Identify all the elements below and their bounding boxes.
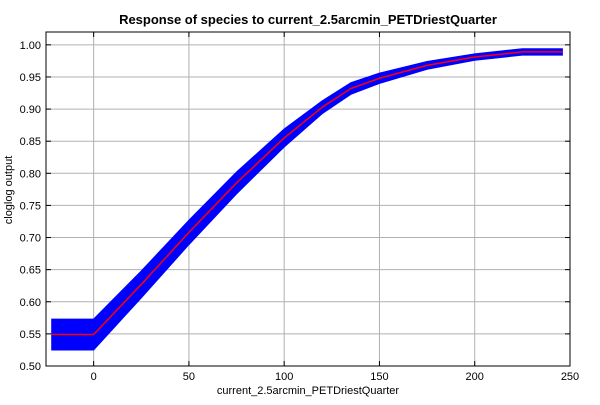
y-tick-label: 0.95	[20, 72, 41, 84]
y-tick-label: 1.00	[20, 40, 41, 52]
chart-title: Response of species to current_2.5arcmin…	[119, 12, 497, 27]
y-tick-label: 0.55	[20, 329, 41, 341]
mean-response-line	[51, 51, 563, 336]
x-ticks: 0 50 100 150 200 250	[91, 32, 579, 383]
line-layer	[51, 51, 563, 336]
x-tick-label: 150	[370, 371, 388, 383]
x-tick-label: 100	[275, 371, 293, 383]
y-tick-label: 0.50	[20, 361, 41, 373]
y-tick-label: 0.75	[20, 200, 41, 212]
y-ticks: 0.50 0.55 0.60 0.65 0.70 0.75 0.80 0.85 0.90 0.95…	[20, 40, 570, 373]
y-tick-label: 0.80	[20, 168, 41, 180]
y-axis-label: cloglog output	[3, 156, 15, 225]
plot-frame	[45, 31, 571, 367]
y-tick-label: 0.90	[20, 104, 41, 116]
confidence-band	[51, 48, 563, 351]
y-tick-label: 0.85	[20, 136, 41, 148]
y-tick-label: 0.70	[20, 233, 41, 245]
y-tick-label: 0.65	[20, 265, 41, 277]
y-tick-label: 0.60	[20, 297, 41, 309]
x-tick-label: 200	[466, 371, 484, 383]
axes	[45, 31, 571, 367]
x-tick-label: 0	[91, 371, 97, 383]
band-layer	[51, 48, 563, 351]
x-tick-label: 250	[561, 371, 579, 383]
x-tick-label: 50	[183, 371, 195, 383]
x-axis-label: current_2.5arcmin_PETDriestQuarter	[217, 385, 400, 397]
